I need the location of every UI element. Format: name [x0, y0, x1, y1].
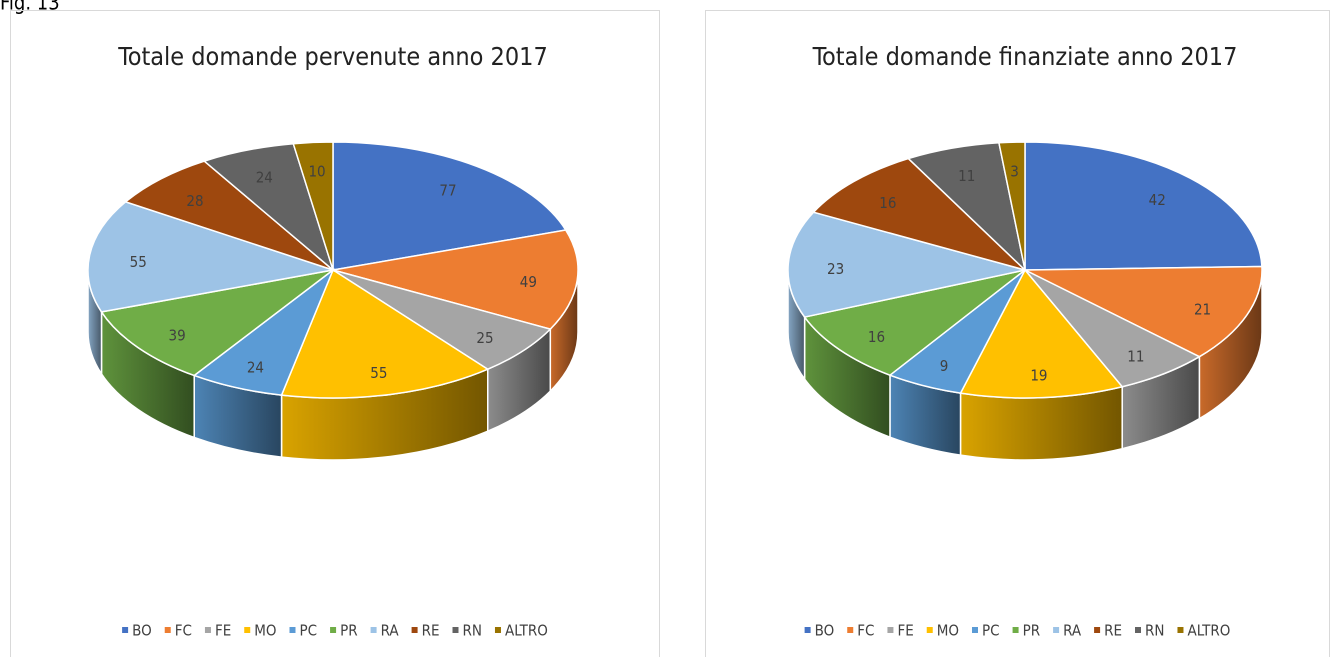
legend-marker [972, 627, 978, 633]
data-label: 10 [308, 162, 325, 180]
legend-label: RE [422, 622, 440, 640]
legend-marker [164, 627, 171, 633]
data-label: 16 [879, 194, 896, 212]
legend-marker [411, 627, 418, 633]
legend-label: FC [857, 622, 874, 640]
legend-label: BO [132, 622, 152, 640]
legend-label: RN [1145, 622, 1164, 640]
caption: Fig. 13 [0, 0, 60, 15]
slice [124, 160, 334, 271]
legend-marker [244, 627, 251, 633]
legend-marker [370, 627, 377, 633]
legend-label: RA [381, 622, 400, 640]
legend-marker [847, 627, 854, 633]
legend-marker [1053, 627, 1060, 633]
data-label: 42 [1149, 191, 1166, 209]
slice [87, 200, 334, 313]
legend-marker [1135, 627, 1141, 633]
legend-label: MO [937, 622, 959, 640]
legend-marker [330, 627, 337, 633]
legend-label: PR [340, 622, 358, 640]
data-label: 24 [256, 169, 273, 187]
slice [959, 268, 1124, 399]
legend-marker [926, 627, 933, 633]
legend-label: FC [175, 622, 192, 640]
chart-title: Totale domande pervenute anno 2017 [117, 42, 548, 71]
legend-label: FE [897, 622, 913, 640]
slice [803, 269, 1026, 377]
legend-marker [289, 627, 296, 633]
data-label: 55 [370, 364, 387, 382]
legend-marker [887, 627, 894, 633]
data-label: 77 [439, 182, 456, 200]
data-label: 23 [827, 260, 844, 278]
legend-marker [1177, 627, 1184, 633]
legend-label: PR [1023, 622, 1041, 640]
legend-marker [804, 627, 811, 633]
slice [787, 211, 1026, 318]
chart-title: Totale domande finanziate anno 2017 [812, 42, 1238, 71]
data-label: 3 [1010, 162, 1019, 180]
data-label: 24 [247, 359, 264, 377]
slice [812, 157, 1026, 271]
data-label: 49 [520, 273, 537, 291]
chart-frame [705, 10, 1330, 657]
legend-label: FE [215, 622, 231, 640]
data-label: 21 [1194, 300, 1211, 318]
legend-label: RN [463, 622, 482, 640]
legend-marker [1012, 627, 1019, 633]
data-label: 25 [476, 329, 493, 347]
legend-label: PC [300, 622, 318, 640]
data-label: 11 [1127, 348, 1144, 366]
data-label: 9 [940, 357, 949, 375]
slice [292, 141, 334, 271]
legend-label: ALTRO [505, 622, 548, 640]
slice [100, 269, 334, 377]
data-label: 16 [868, 328, 885, 346]
slice [1024, 265, 1263, 358]
legend-label: RA [1063, 622, 1082, 640]
slice [1024, 141, 1263, 271]
legend-marker [452, 627, 459, 633]
slice [332, 229, 579, 330]
data-label: 28 [186, 192, 203, 210]
legend-marker [1094, 627, 1101, 633]
legend-marker [122, 627, 129, 633]
legend-marker [494, 627, 501, 633]
slice [332, 141, 567, 271]
slice [280, 268, 490, 399]
data-label: 55 [130, 253, 147, 271]
legend-marker [204, 627, 211, 633]
chart-frame [10, 10, 660, 657]
legend-label: PC [982, 622, 1000, 640]
data-label: 39 [169, 327, 186, 345]
legend-label: MO [254, 622, 276, 640]
legend-label: BO [815, 622, 835, 640]
legend-label: RE [1104, 622, 1122, 640]
data-label: 19 [1030, 367, 1047, 385]
slice [998, 141, 1026, 271]
data-label: 11 [958, 167, 975, 185]
legend-label: ALTRO [1187, 622, 1230, 640]
